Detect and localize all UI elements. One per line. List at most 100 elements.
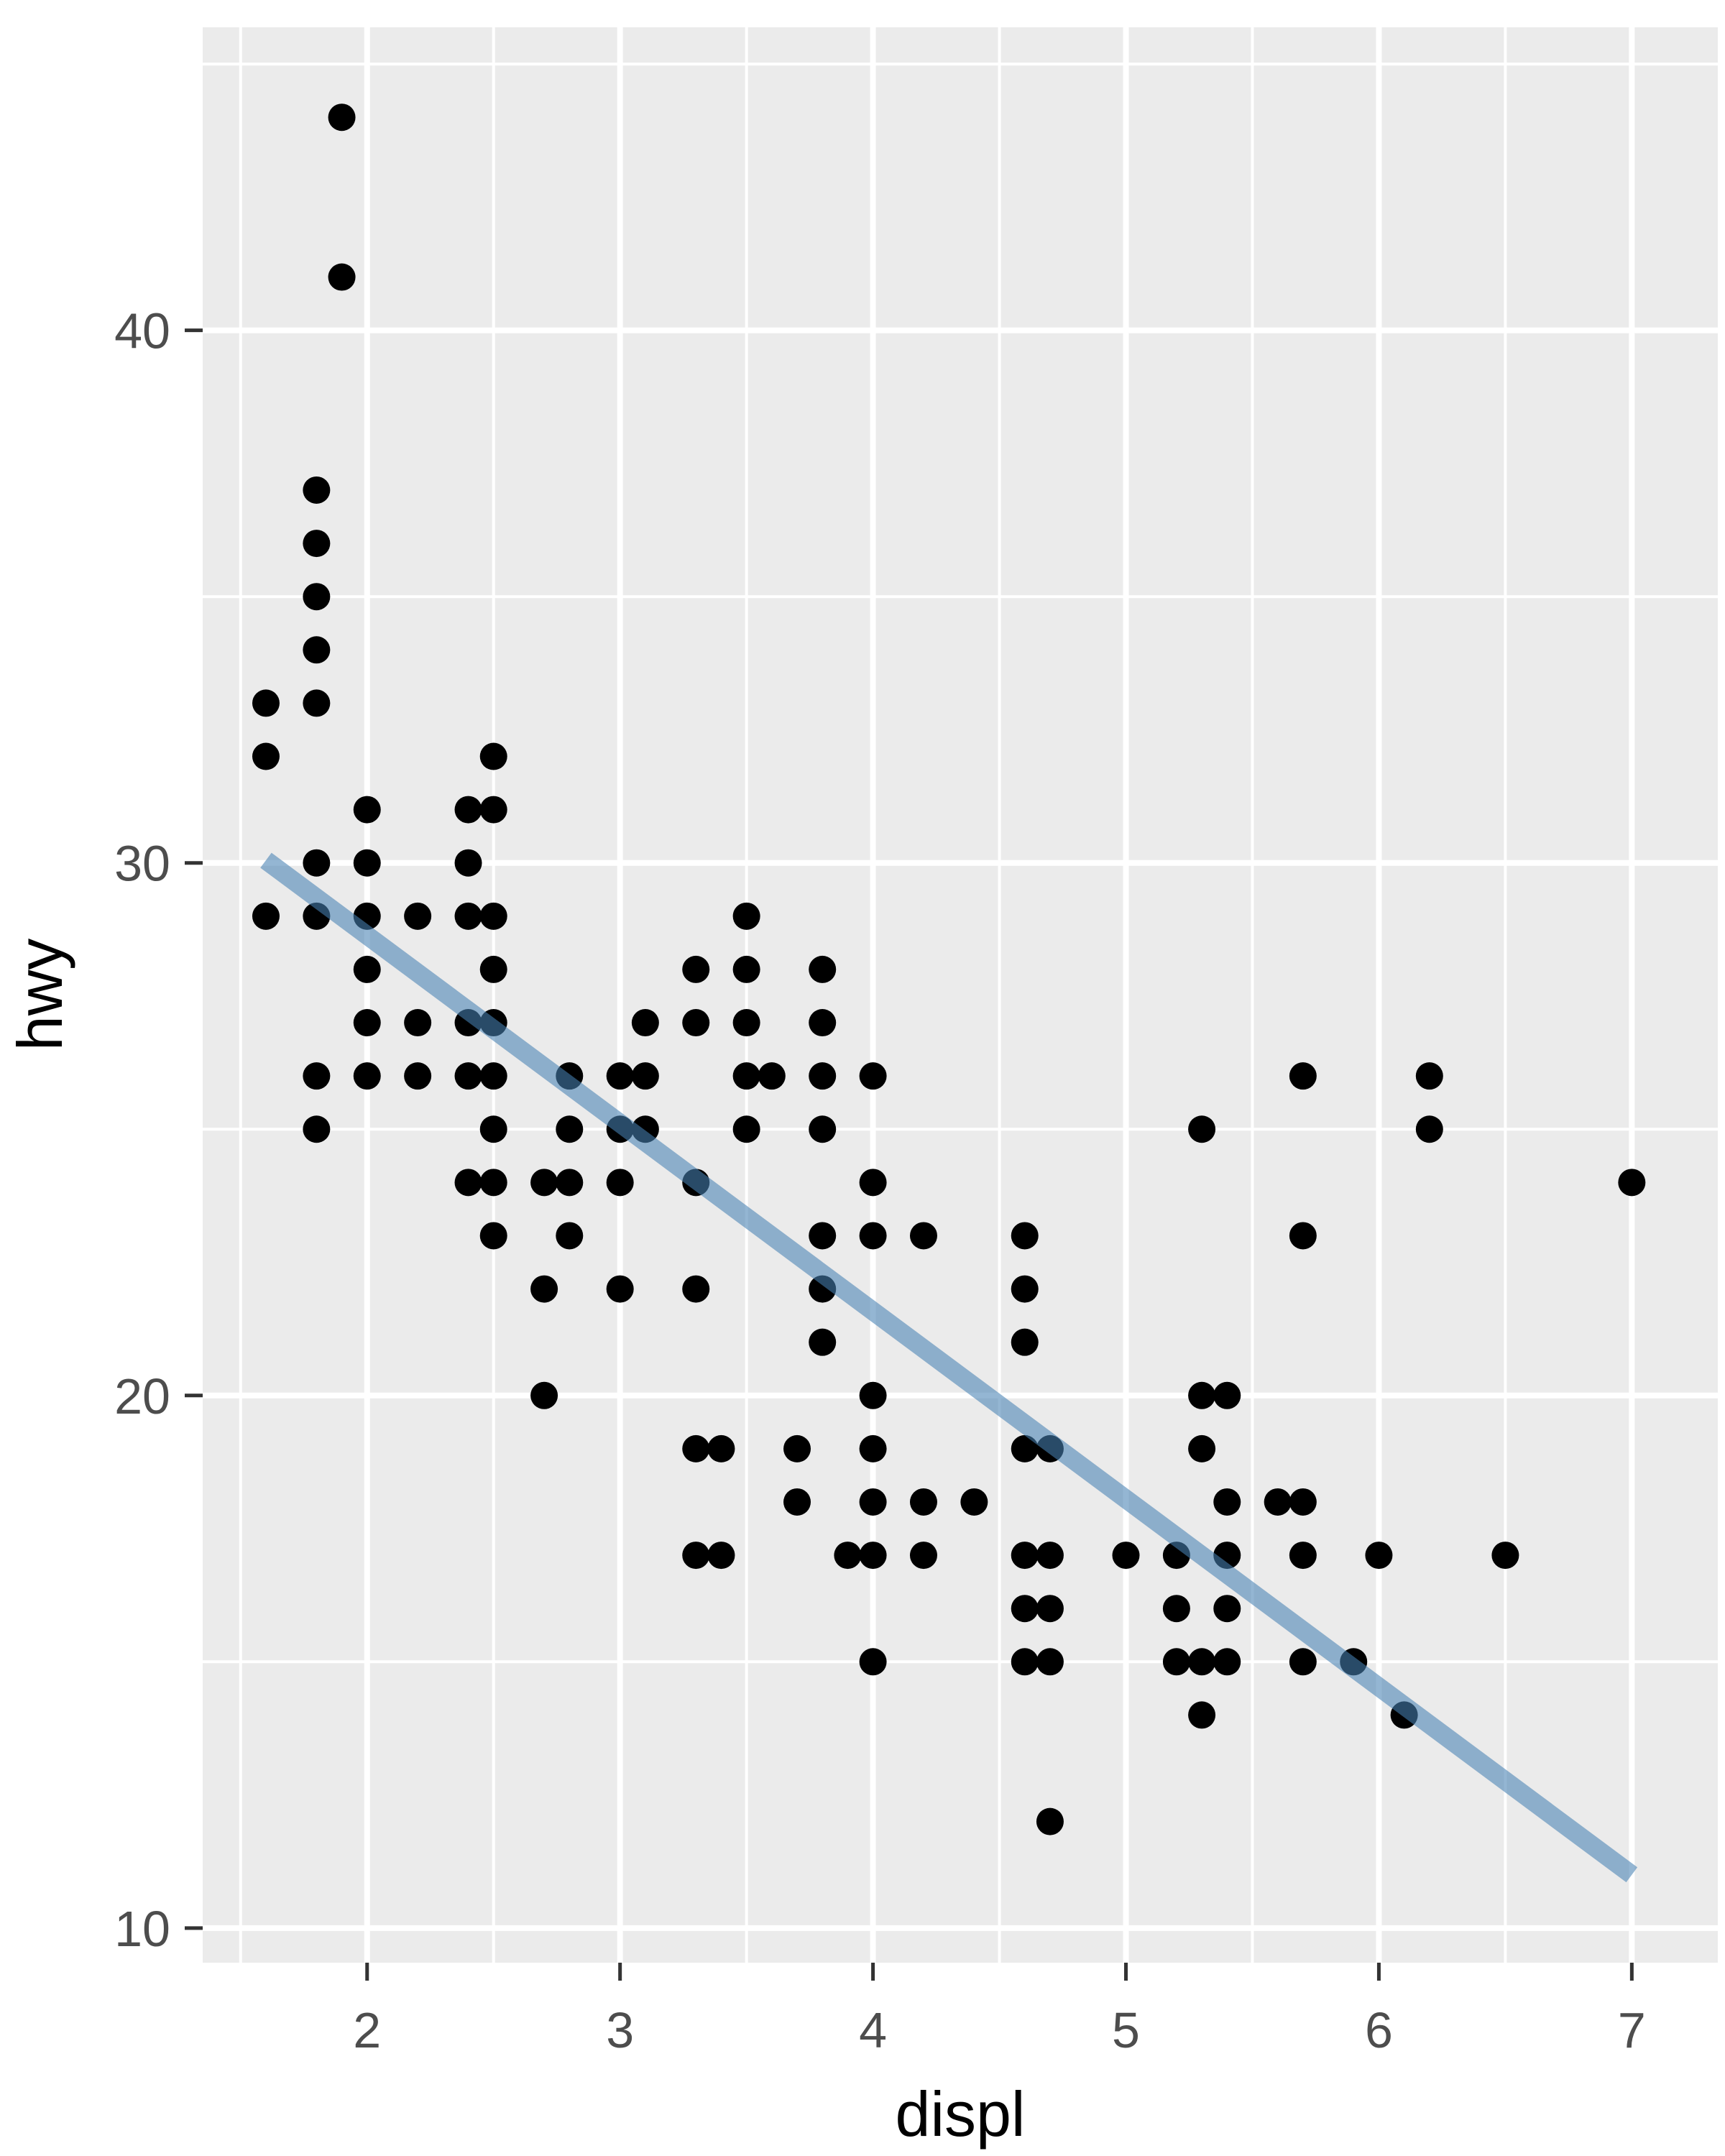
data-point	[404, 1009, 432, 1037]
data-point	[682, 1009, 710, 1037]
y-tick-label: 10	[114, 1901, 170, 1957]
data-point	[732, 1062, 760, 1090]
data-point	[809, 1062, 837, 1090]
data-point	[909, 1542, 937, 1570]
data-point	[859, 1381, 887, 1409]
lm-smooth-line	[260, 852, 1638, 1883]
data-point	[556, 1115, 584, 1143]
data-point	[809, 1115, 837, 1143]
data-point	[758, 1062, 786, 1090]
data-point	[556, 1169, 584, 1197]
data-point	[303, 636, 331, 664]
data-point	[556, 1222, 584, 1250]
data-point	[1618, 1169, 1646, 1197]
data-point	[303, 476, 331, 504]
data-point	[859, 1648, 887, 1676]
data-point	[252, 742, 280, 770]
data-point	[1188, 1648, 1216, 1676]
x-tick-label: 3	[606, 2002, 634, 2058]
regression-line	[260, 852, 1638, 1883]
data-point	[1213, 1488, 1241, 1516]
data-point	[859, 1169, 887, 1197]
data-point	[479, 796, 507, 824]
data-point	[1365, 1542, 1393, 1570]
data-point	[1036, 1542, 1064, 1570]
data-point	[303, 849, 331, 877]
data-point	[353, 796, 381, 824]
data-point	[809, 1328, 837, 1356]
data-point	[682, 955, 710, 983]
data-point	[353, 955, 381, 983]
data-point	[631, 1062, 659, 1090]
axis-tick-labels: 2 3 4 5 6 7 10 20 30 40	[114, 303, 1646, 2058]
data-point	[454, 849, 482, 877]
data-point	[1289, 1648, 1317, 1676]
data-point	[1011, 1595, 1039, 1623]
data-point	[303, 1115, 331, 1143]
data-point	[1289, 1488, 1317, 1516]
data-point	[732, 902, 760, 930]
data-point	[859, 1542, 887, 1570]
data-point	[1188, 1434, 1216, 1462]
data-point	[834, 1542, 862, 1570]
data-point	[479, 742, 507, 770]
data-points	[252, 103, 1646, 1835]
data-point	[682, 1434, 710, 1462]
data-point	[1289, 1062, 1317, 1090]
data-point	[479, 955, 507, 983]
data-point	[707, 1542, 735, 1570]
data-point	[1491, 1542, 1519, 1570]
data-point	[1112, 1542, 1140, 1570]
data-point	[1188, 1115, 1216, 1143]
x-tick-label: 6	[1365, 2002, 1393, 2058]
data-point	[353, 1062, 381, 1090]
data-point	[530, 1169, 558, 1197]
data-point	[682, 1275, 710, 1303]
data-point	[530, 1275, 558, 1303]
data-point	[783, 1488, 811, 1516]
data-point	[479, 1222, 507, 1250]
y-axis-title: hwy	[4, 939, 75, 1051]
data-point	[809, 1009, 837, 1037]
data-point	[960, 1488, 988, 1516]
data-point	[303, 530, 331, 558]
x-tick-label: 5	[1112, 2002, 1140, 2058]
plot-panel-background	[203, 27, 1718, 1963]
data-point	[1011, 1648, 1039, 1676]
data-point	[859, 1488, 887, 1516]
data-point	[328, 103, 356, 132]
data-point	[1036, 1648, 1064, 1676]
data-point	[1213, 1595, 1241, 1623]
data-point	[530, 1381, 558, 1409]
data-point	[1162, 1595, 1190, 1623]
data-point	[809, 955, 837, 983]
data-point	[809, 1222, 837, 1250]
data-point	[1289, 1222, 1317, 1250]
data-point	[1011, 1328, 1039, 1356]
data-point	[1036, 1595, 1064, 1623]
data-point	[732, 955, 760, 983]
y-tick-label: 40	[114, 303, 170, 359]
data-point	[1011, 1275, 1039, 1303]
data-point	[404, 902, 432, 930]
data-point	[1011, 1542, 1039, 1570]
data-point	[1289, 1542, 1317, 1570]
data-point	[479, 1115, 507, 1143]
data-point	[909, 1488, 937, 1516]
data-point	[1162, 1648, 1190, 1676]
data-point	[631, 1009, 659, 1037]
x-tick-label: 2	[353, 2002, 381, 2058]
data-point	[1188, 1381, 1216, 1409]
data-point	[909, 1222, 937, 1250]
data-point	[353, 1009, 381, 1037]
axis-tick-marks	[185, 328, 1634, 1981]
data-point	[682, 1542, 710, 1570]
data-point	[479, 902, 507, 930]
data-point	[303, 689, 331, 717]
data-point	[252, 689, 280, 717]
data-point	[454, 1169, 482, 1197]
data-point	[454, 796, 482, 824]
data-point	[1011, 1222, 1039, 1250]
